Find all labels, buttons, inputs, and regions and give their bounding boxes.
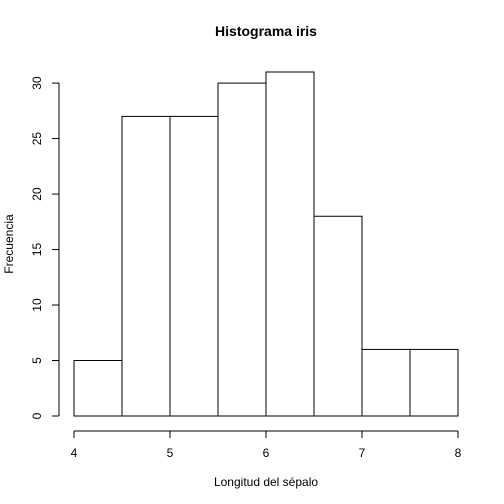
histogram-bar-6 xyxy=(313,215,363,417)
y-tick-label: 5 xyxy=(30,357,44,364)
y-tick-label: 10 xyxy=(30,298,44,312)
x-axis-label: Longitud del sépalo xyxy=(214,475,318,489)
bars-group xyxy=(73,71,459,417)
x-tick-label: 8 xyxy=(455,446,462,460)
x-tick-label: 4 xyxy=(71,446,78,460)
y-tick-label: 20 xyxy=(30,187,44,201)
histogram-bar-2 xyxy=(121,115,171,417)
y-axis: 0 5 10 15 20 25 30 xyxy=(30,76,60,419)
x-tick-label: 7 xyxy=(359,446,366,460)
chart-title: Histograma iris xyxy=(215,23,317,39)
y-tick-label: 0 xyxy=(30,412,44,419)
y-axis-label: Frecuencia xyxy=(2,214,16,274)
y-tick-label: 15 xyxy=(30,243,44,257)
y-tick-label: 30 xyxy=(30,76,44,90)
histogram-bar-3 xyxy=(169,115,219,417)
y-tick-label: 25 xyxy=(30,132,44,146)
x-axis: 4 5 6 7 8 xyxy=(71,430,462,460)
x-tick-label: 6 xyxy=(263,446,270,460)
histogram-bar-5 xyxy=(265,71,315,417)
histogram-bar-4 xyxy=(217,82,267,417)
histogram-bar-8 xyxy=(409,348,459,417)
histogram-bar-1 xyxy=(73,360,123,417)
histogram-bar-7 xyxy=(361,348,411,417)
x-tick-label: 5 xyxy=(167,446,174,460)
